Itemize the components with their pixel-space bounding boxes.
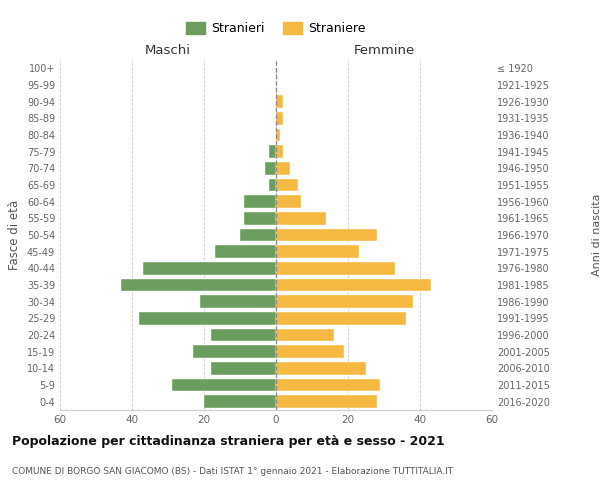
Bar: [204, 396, 276, 408]
Bar: [276, 212, 326, 224]
Bar: [121, 279, 276, 291]
Bar: [193, 346, 276, 358]
Bar: [276, 362, 366, 374]
Bar: [276, 346, 344, 358]
Bar: [276, 262, 395, 274]
Bar: [276, 196, 301, 208]
Bar: [276, 229, 377, 241]
Bar: [200, 296, 276, 308]
Text: Femmine: Femmine: [353, 44, 415, 57]
Bar: [276, 246, 359, 258]
Bar: [276, 129, 280, 141]
Bar: [172, 379, 276, 391]
Bar: [244, 196, 276, 208]
Bar: [244, 212, 276, 224]
Bar: [265, 162, 276, 174]
Bar: [276, 162, 290, 174]
Bar: [143, 262, 276, 274]
Bar: [215, 246, 276, 258]
Bar: [139, 312, 276, 324]
Bar: [276, 396, 377, 408]
Bar: [276, 312, 406, 324]
Bar: [276, 296, 413, 308]
Bar: [276, 379, 380, 391]
Text: Popolazione per cittadinanza straniera per età e sesso - 2021: Popolazione per cittadinanza straniera p…: [12, 435, 445, 448]
Bar: [276, 279, 431, 291]
Bar: [276, 179, 298, 192]
Text: Maschi: Maschi: [145, 44, 191, 57]
Y-axis label: Fasce di età: Fasce di età: [8, 200, 21, 270]
Text: Anni di nascita: Anni di nascita: [592, 194, 600, 276]
Text: COMUNE DI BORGO SAN GIACOMO (BS) - Dati ISTAT 1° gennaio 2021 - Elaborazione TUT: COMUNE DI BORGO SAN GIACOMO (BS) - Dati …: [12, 468, 453, 476]
Bar: [276, 96, 283, 108]
Bar: [276, 146, 283, 158]
Bar: [276, 329, 334, 341]
Legend: Stranieri, Straniere: Stranieri, Straniere: [181, 18, 371, 40]
Bar: [269, 179, 276, 192]
Bar: [269, 146, 276, 158]
Bar: [276, 112, 283, 124]
Bar: [240, 229, 276, 241]
Bar: [211, 362, 276, 374]
Bar: [211, 329, 276, 341]
